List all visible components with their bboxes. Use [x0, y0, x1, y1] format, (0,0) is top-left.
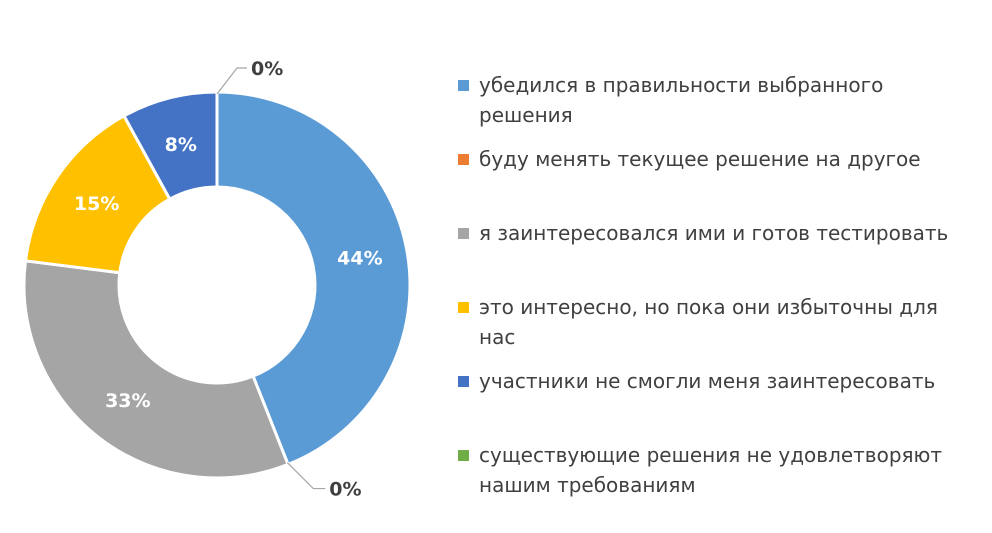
legend-label: участники не смогли меня заинтересовать: [479, 369, 936, 393]
legend-label: убедился в правильности выбранного решен…: [479, 73, 884, 127]
donut-svg: 44% 33% 15% 8% 0% 0%: [22, 58, 412, 501]
donut-slice-3: [22, 259, 290, 480]
legend-item-interesting-redundant: это интересно, но пока они избыточны для…: [458, 292, 978, 352]
leader-line: [216, 67, 247, 95]
donut-slice-1: [215, 90, 412, 467]
legend-item-interested-ready: я заинтересовался ими и готов тестироват…: [458, 218, 978, 248]
leader-line: [286, 462, 326, 490]
legend-item-not-satisfying: существующие решения не удовлетворяют на…: [458, 440, 978, 500]
legend-swatch: [458, 302, 469, 313]
donut-chart: 44% 33% 15% 8% 0% 0%: [0, 0, 440, 533]
legend-label: существующие решения не удовлетворяют на…: [479, 443, 943, 497]
legend-swatch: [458, 154, 469, 165]
legend-label: я заинтересовался ими и готов тестироват…: [479, 221, 949, 245]
legend-item-confirmed: убедился в правильности выбранного решен…: [458, 70, 978, 130]
legend-label: буду менять текущее решение на другое: [479, 147, 921, 171]
slice-value-label: 44%: [337, 248, 382, 270]
legend-item-not-interested: участники не смогли меня заинтересовать: [458, 366, 978, 396]
slice-value-label: 8%: [165, 134, 197, 156]
slice-value-label: 33%: [105, 390, 150, 412]
legend-swatch: [458, 80, 469, 91]
slice-value-label: 15%: [74, 193, 119, 215]
legend-swatch: [458, 376, 469, 387]
slice-value-label: 0%: [251, 58, 283, 80]
slice-value-label: 0%: [329, 479, 361, 501]
donut-slice-5: [121, 90, 219, 202]
legend-item-will-change: буду менять текущее решение на другое: [458, 144, 978, 174]
legend-swatch: [458, 228, 469, 239]
legend-swatch: [458, 450, 469, 461]
legend-label: это интересно, но пока они избыточны для…: [479, 295, 938, 349]
